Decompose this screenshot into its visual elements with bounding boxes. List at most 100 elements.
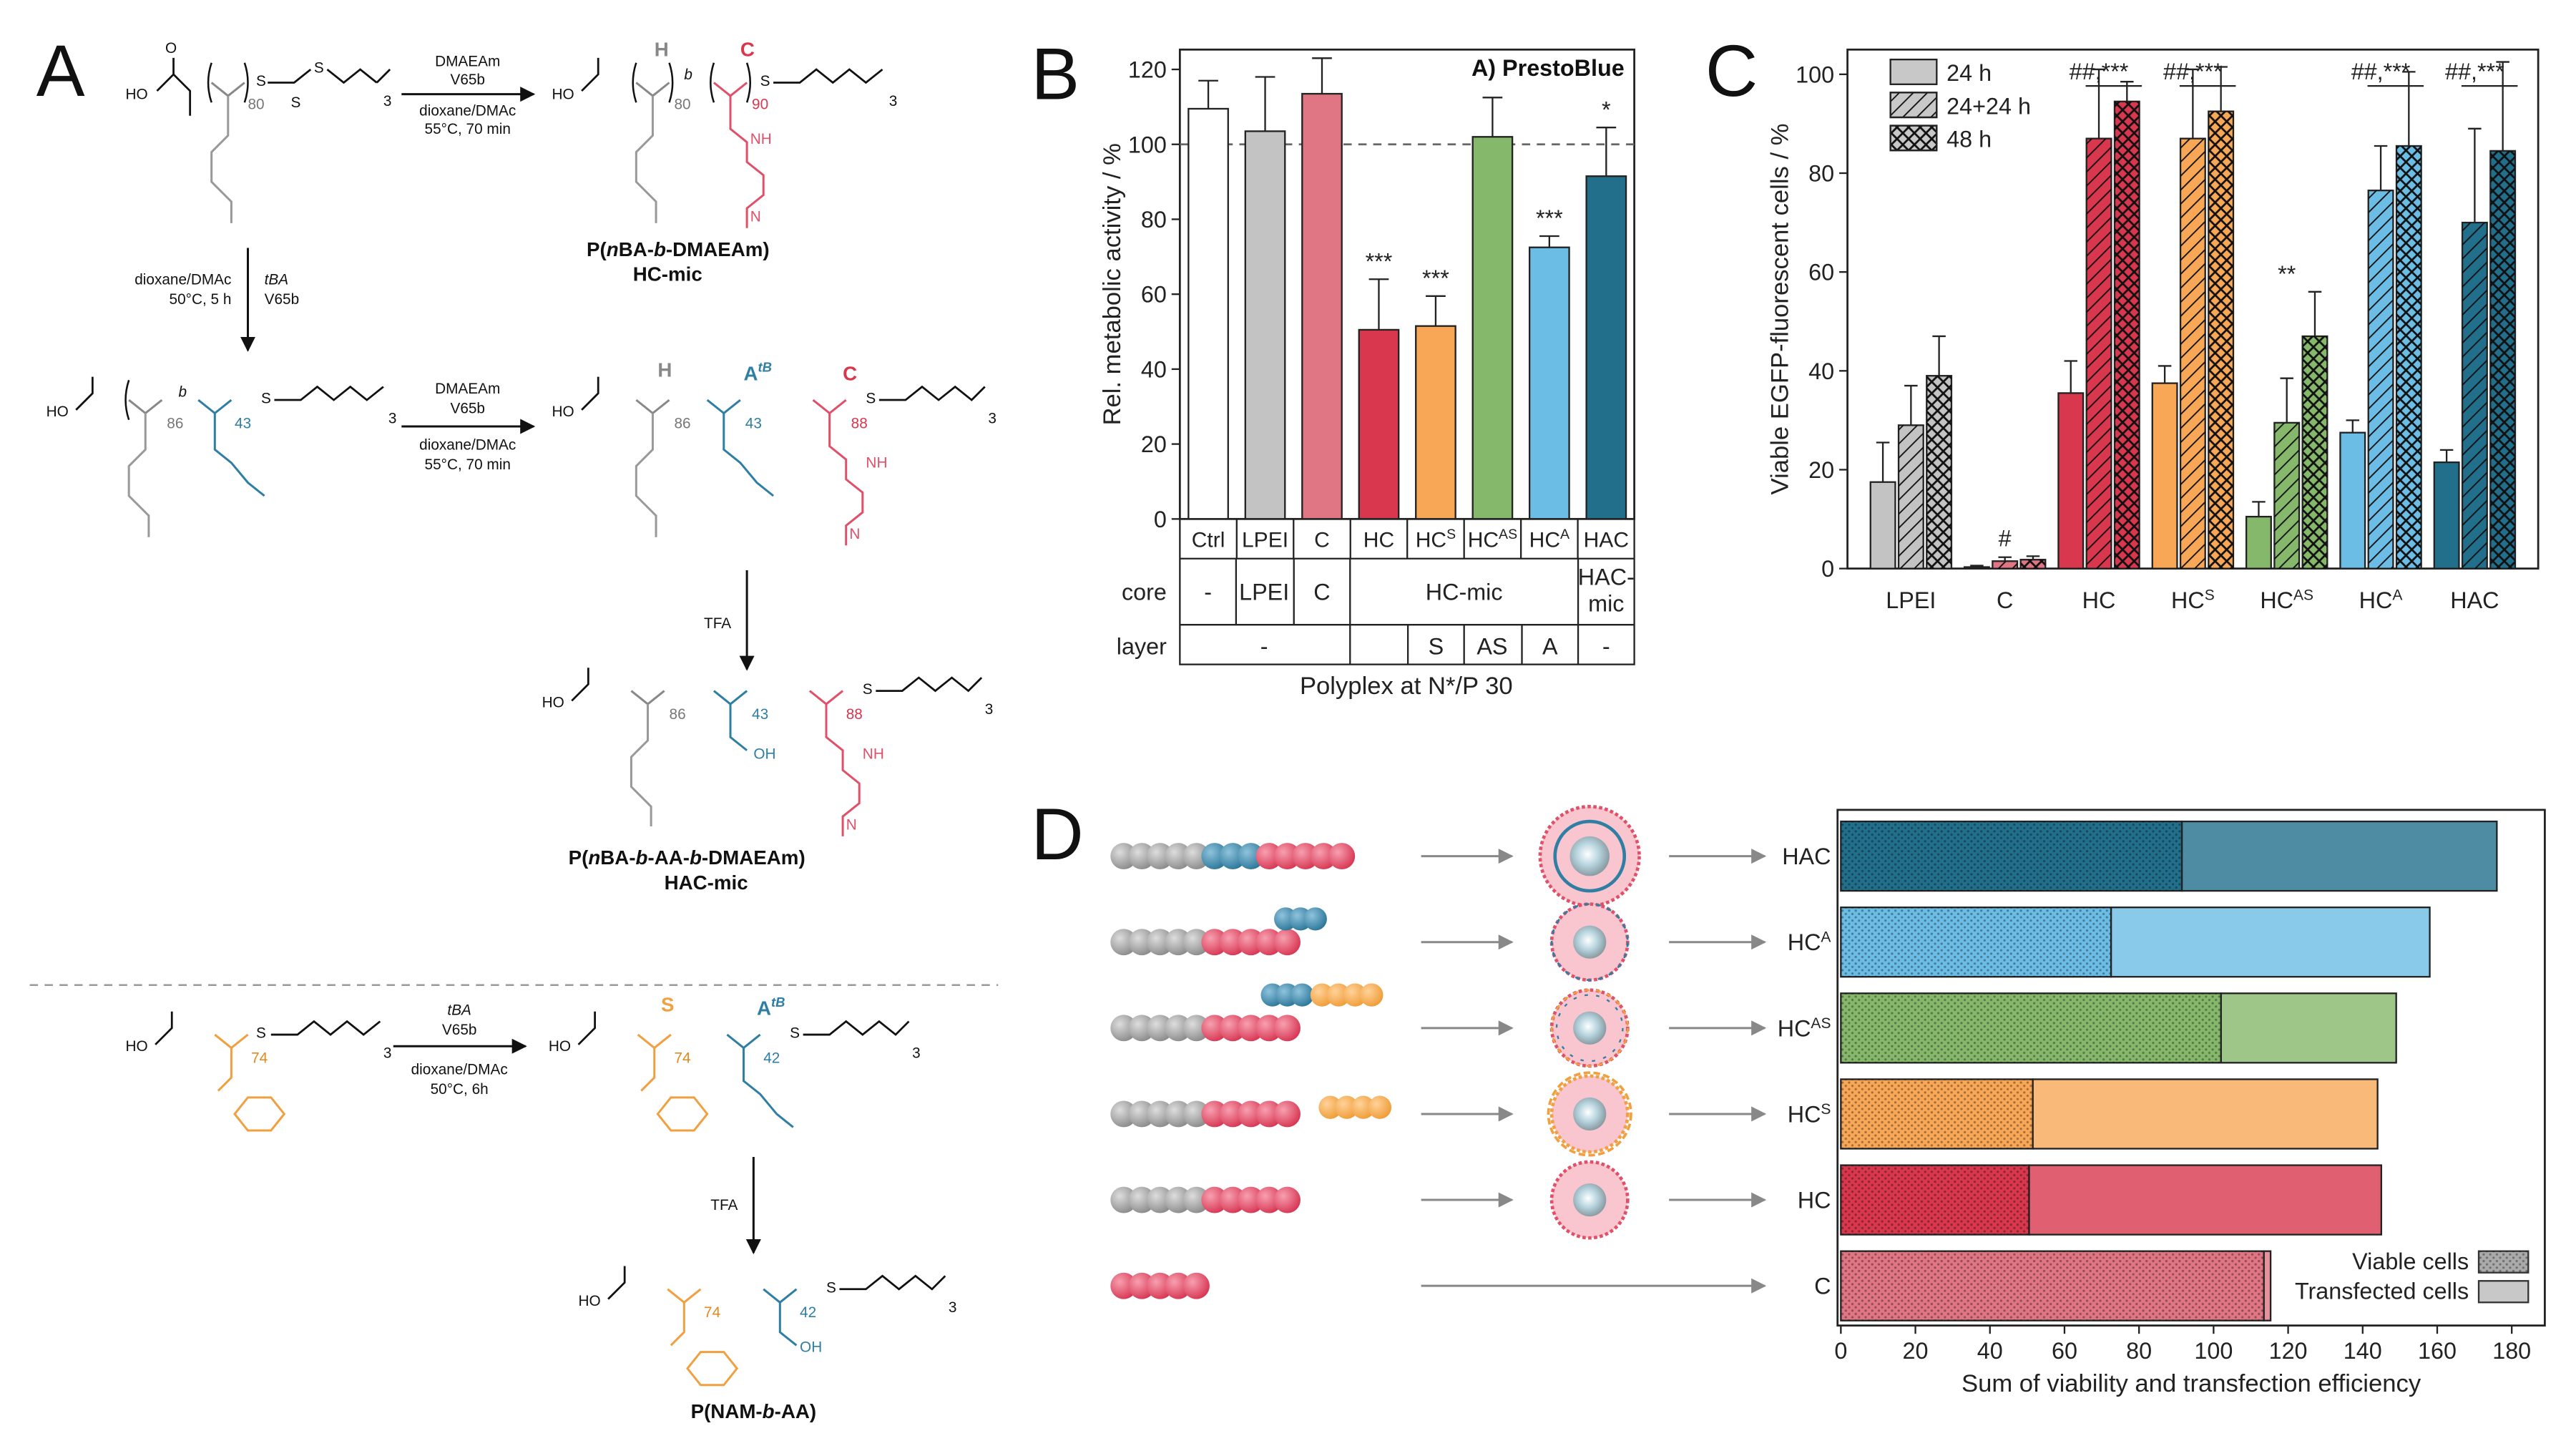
bar [1471,136,1514,520]
category-label-sup: AS [2293,587,2313,604]
bar-pattern [1926,376,1951,569]
bead-grey [1110,929,1137,956]
atom-label: S [261,391,271,407]
bead-orange [1335,1095,1358,1119]
bead-blue [1291,983,1314,1007]
atom-label: NH [863,746,884,762]
x-axis-categories: LPEI C HC HCS HCAS HCA HAC [1886,587,2499,614]
micelle-core [1573,1183,1607,1217]
bar-pattern [2114,101,2140,569]
bar-transfected [2180,820,2498,892]
repeat-count: 43 [745,415,762,431]
bar-viable-pattern [1841,1079,2033,1149]
condition-text: 55°C, 70 min [425,456,511,473]
x-axis-label: Polyplex at N*/P 30 [1300,673,1513,700]
core-ctrl: - [1204,580,1212,605]
legend-swatch-transfected [2477,1280,2530,1304]
row-label-layer: layer [1117,634,1167,660]
category-label: HCS [2171,587,2215,614]
reagent-text: V65b [450,72,485,88]
bead-red [1255,1015,1283,1042]
panel-d-label: D [1031,793,1083,875]
atom-label: S [866,391,876,407]
micelle-core [1573,925,1607,959]
bead-red [1274,843,1301,870]
micelle-layer-blue [1553,819,1627,893]
atom-label: S [256,73,266,89]
bead-red [1165,1272,1192,1299]
significance-label: *** [1422,265,1449,291]
y-tick-label: 60 [1808,260,1834,285]
repeat-count: 88 [851,415,868,431]
bar-viable-pattern [1841,993,2221,1063]
x-tick-label: 0 [1834,1338,1847,1364]
atom-label: HO [46,404,69,420]
repeat-count: 80 [674,96,690,112]
layer-s: S [1429,634,1444,660]
repeat-count: 42 [763,1050,780,1066]
product-pnam-paa: HO 74 42 OH S 3 P(NAM-b-AA) [579,1266,957,1422]
bead-red [1310,843,1337,870]
atom-label: S [826,1279,836,1296]
subscript: 3 [388,410,397,426]
category-label-sup: A [2392,587,2402,604]
bead-red [1255,1100,1283,1128]
bead-red [1328,843,1356,870]
significance-label: ##,*** [2445,59,2504,84]
bar-pattern [2274,422,2300,569]
core-hac-mic: mic [1588,591,1624,617]
bead-red [1238,1100,1265,1128]
y-tick-label: 20 [1808,457,1834,483]
bar-viable-pattern [1841,1165,2029,1235]
bar-pattern [1992,561,2018,569]
bead-red [1219,1015,1246,1042]
row-label: HCAS [1778,1015,1831,1042]
bead-grey [1182,929,1210,956]
category-label-base: HC [2082,587,2116,613]
block-label-c: C [740,39,755,61]
panel-c-transfection-chart: C Viable EGFP-fluorescent cells / % 0 20 4… [1705,30,2540,614]
bead-grey [1128,843,1155,870]
micelle-core [1573,1011,1607,1045]
subscript: 3 [988,410,996,426]
bead-red [1219,1186,1246,1213]
y-axis-ticks: 0 20 40 60 80 100 [1796,62,1848,582]
category-label: C [1997,587,2013,613]
y-tick-label: 120 [1128,57,1167,83]
category-label-base: C [1314,529,1330,552]
bead-red [1255,843,1283,870]
bead-grey [1165,1186,1192,1213]
bead-red [1201,1015,1228,1042]
block-label-s: S [661,994,675,1016]
x-tick-label: 140 [2344,1338,2382,1364]
y-tick-label: 80 [1141,207,1167,233]
bar-pattern [2086,138,2112,569]
category-label: HCS [1416,527,1456,552]
reagent-text: TFA [704,615,731,632]
intermediate-pnba-ptba: HO 86 b 43 S 3 [46,376,397,537]
category-label: HCA [2359,587,2403,614]
condition-text: dioxane/DMAc [134,271,231,288]
bead-red [1201,929,1228,956]
bead-red [1274,1100,1301,1128]
repeat-count: 88 [846,706,863,723]
legend-label-24h: 24 h [1946,60,1992,86]
bead-blue [1219,843,1246,870]
atom-label: NH [866,455,887,472]
bead-red [1201,1100,1228,1128]
atom-label: N [750,209,761,225]
core-lpei: LPEI [1239,580,1289,605]
bead-blue [1303,907,1327,931]
category-label-base: HAC [2450,587,2499,613]
x-axis-label: Sum of viability and transfection effici… [1962,1370,2421,1397]
row-label-core: core [1122,580,1167,605]
category-label: Ctrl [1192,529,1225,552]
atom-label: S [291,94,301,111]
bead-grey [1110,843,1137,870]
atom-label: NH [750,131,772,147]
atom-label: HO [126,1038,148,1055]
core-hc-mic: HC-mic [1426,580,1503,605]
micelle-corona-blue [1550,903,1629,982]
